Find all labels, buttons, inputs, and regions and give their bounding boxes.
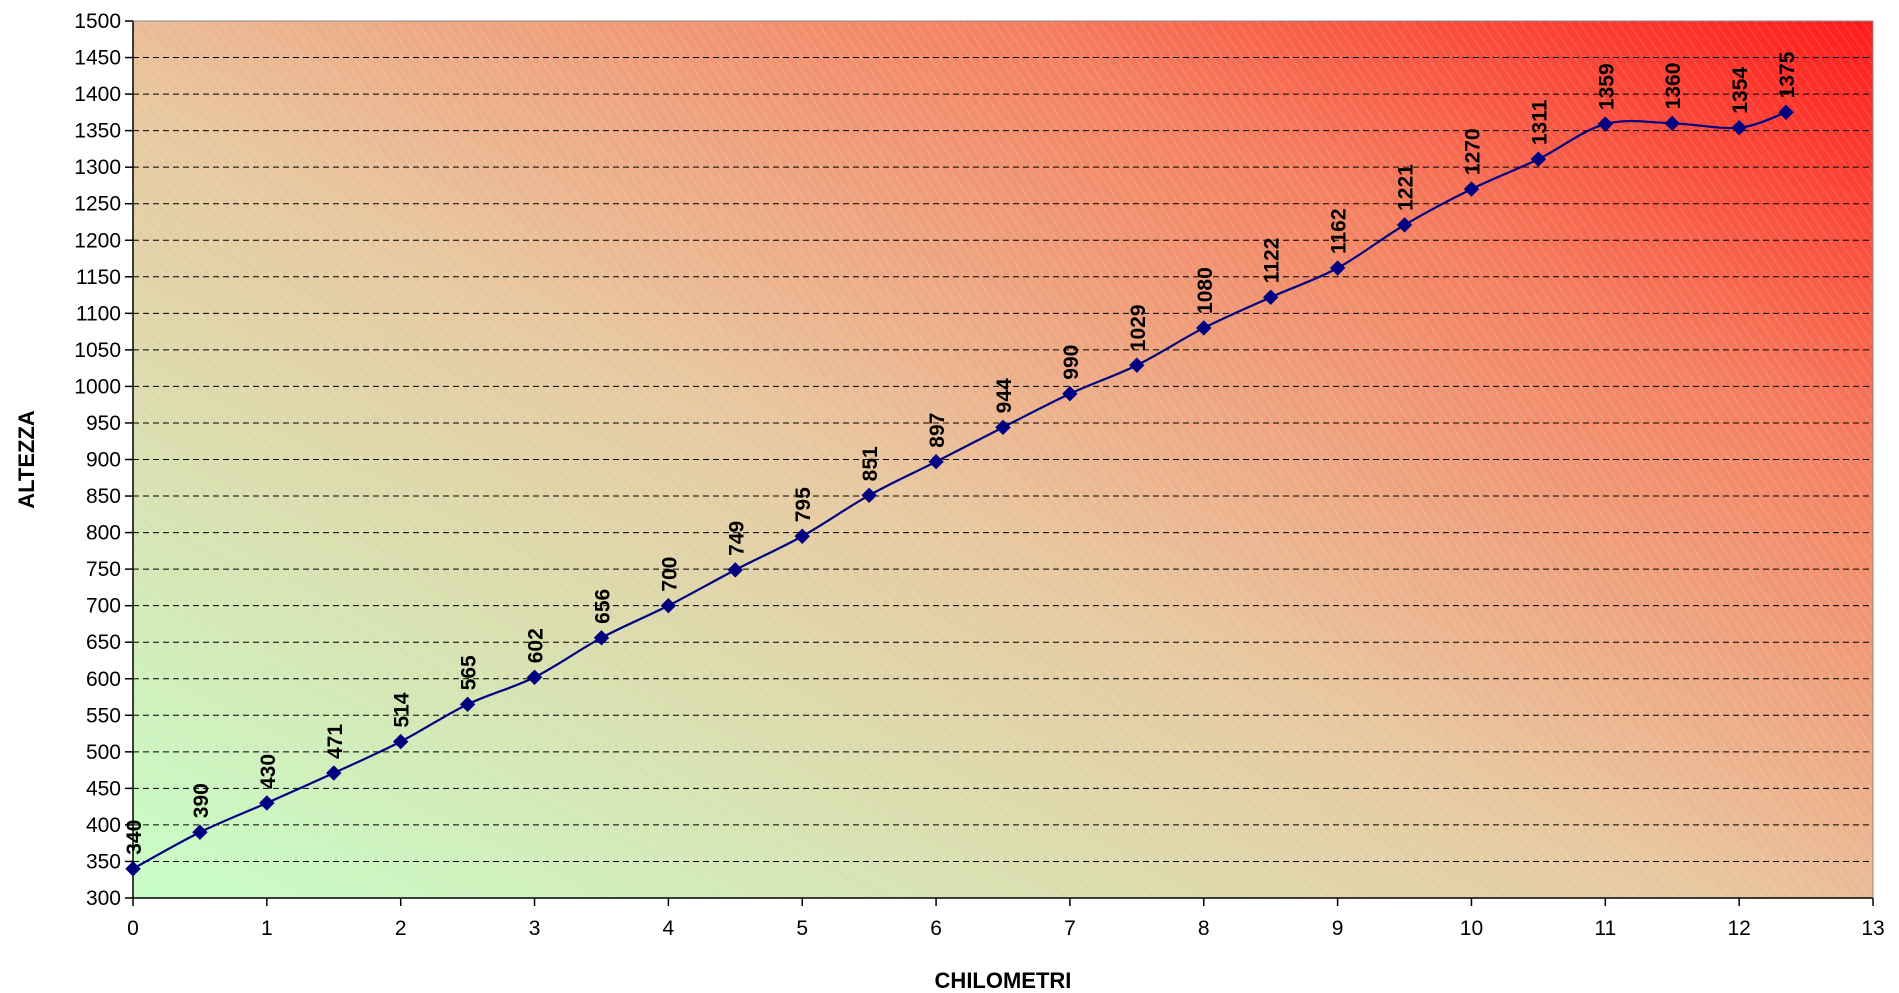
y-tick-label: 350 bbox=[86, 850, 121, 873]
data-point bbox=[326, 765, 342, 781]
data-label: 471 bbox=[324, 724, 347, 759]
x-tick-label: 12 bbox=[1727, 917, 1750, 940]
y-tick-label: 600 bbox=[86, 668, 121, 691]
x-tick-label: 0 bbox=[127, 917, 139, 940]
data-point bbox=[192, 824, 208, 840]
data-label: 749 bbox=[725, 521, 748, 556]
data-label: 1270 bbox=[1461, 128, 1484, 175]
data-label: 602 bbox=[525, 628, 548, 663]
x-axis-title: CHILOMETRI bbox=[935, 968, 1072, 993]
data-label: 514 bbox=[391, 692, 414, 727]
data-label: 700 bbox=[658, 557, 681, 592]
data-label: 1029 bbox=[1127, 305, 1150, 352]
x-tick-label: 6 bbox=[930, 917, 942, 940]
y-tick-label: 800 bbox=[86, 522, 121, 545]
x-tick-label: 5 bbox=[796, 917, 808, 940]
x-tick-label: 1 bbox=[261, 917, 273, 940]
data-label: 1162 bbox=[1328, 208, 1351, 254]
data-label: 1311 bbox=[1528, 99, 1551, 145]
data-label: 795 bbox=[792, 487, 815, 522]
y-axis-ticks: 300 350 400 450 500 550 600 650 700 750 800 850 900 9… bbox=[74, 10, 133, 910]
y-tick-label: 450 bbox=[86, 777, 121, 800]
data-point bbox=[1329, 260, 1346, 276]
data-point bbox=[995, 419, 1011, 436]
data-point bbox=[660, 597, 677, 614]
y-tick-label: 1300 bbox=[74, 156, 121, 179]
data-label: 1080 bbox=[1194, 267, 1217, 314]
x-tick-label: 10 bbox=[1460, 917, 1483, 940]
y-tick-label: 550 bbox=[86, 704, 121, 727]
data-point bbox=[1129, 357, 1145, 373]
data-point bbox=[1196, 320, 1212, 336]
data-label: 430 bbox=[257, 754, 280, 789]
data-label: 1375 bbox=[1776, 51, 1799, 98]
data-label: 1221 bbox=[1395, 164, 1418, 211]
data-point bbox=[392, 733, 409, 750]
data-label: 851 bbox=[859, 446, 882, 481]
x-tick-label: 13 bbox=[1861, 917, 1884, 940]
y-tick-label: 1200 bbox=[74, 229, 121, 252]
y-axis-title: ALTEZZA bbox=[14, 410, 39, 509]
data-label: 656 bbox=[591, 589, 614, 624]
data-label: 390 bbox=[190, 783, 213, 818]
data-point bbox=[861, 487, 877, 504]
y-tick-label: 1050 bbox=[74, 339, 121, 362]
y-tick-label: 1150 bbox=[76, 266, 121, 289]
x-tick-label: 7 bbox=[1064, 917, 1076, 940]
data-label: 340 bbox=[123, 820, 146, 855]
x-tick-label: 9 bbox=[1332, 917, 1344, 940]
data-label: 1360 bbox=[1662, 63, 1685, 110]
gridlines bbox=[133, 20, 1873, 862]
data-label: 897 bbox=[926, 413, 949, 448]
data-point bbox=[1062, 386, 1078, 402]
data-point bbox=[727, 562, 744, 578]
y-tick-label: 1100 bbox=[76, 302, 121, 325]
data-point bbox=[1597, 116, 1614, 132]
data-point bbox=[259, 795, 275, 811]
data-point bbox=[1463, 181, 1480, 197]
y-tick-label: 950 bbox=[86, 412, 121, 435]
data-point bbox=[1731, 119, 1747, 136]
data-point bbox=[928, 453, 944, 470]
y-tick-label: 750 bbox=[86, 558, 121, 581]
y-tick-label: 650 bbox=[86, 631, 121, 654]
data-label: 944 bbox=[993, 378, 1016, 413]
data-point bbox=[526, 669, 543, 685]
data-point bbox=[1778, 104, 1794, 121]
data-label: 1354 bbox=[1729, 67, 1752, 114]
data-point bbox=[1262, 289, 1279, 305]
data-label: 1122 bbox=[1261, 238, 1284, 284]
y-tick-label: 500 bbox=[86, 741, 121, 764]
y-tick-label: 300 bbox=[86, 887, 121, 910]
data-label: 1359 bbox=[1595, 63, 1618, 110]
data-point bbox=[1530, 151, 1547, 167]
data-point bbox=[125, 861, 141, 877]
y-tick-label: 1000 bbox=[74, 375, 121, 398]
x-tick-label: 3 bbox=[529, 917, 541, 940]
x-tick-label: 4 bbox=[663, 917, 675, 940]
y-tick-label: 400 bbox=[86, 814, 121, 837]
data-label: 990 bbox=[1060, 345, 1083, 380]
data-point bbox=[794, 528, 810, 544]
x-tick-label: 8 bbox=[1198, 917, 1210, 940]
series-altitude bbox=[125, 104, 1794, 877]
data-point bbox=[1396, 217, 1413, 233]
x-axis-ticks: 0 1 2 3 4 5 6 7 8 9 10 11 12 13 bbox=[127, 898, 1885, 940]
data-point bbox=[1664, 115, 1680, 132]
y-tick-label: 1500 bbox=[74, 10, 121, 33]
y-tick-label: 700 bbox=[86, 595, 121, 618]
y-tick-label: 1250 bbox=[74, 193, 121, 216]
y-tick-label: 1450 bbox=[74, 47, 121, 70]
y-tick-label: 1350 bbox=[74, 120, 121, 143]
y-tick-label: 1400 bbox=[74, 83, 121, 106]
data-point bbox=[593, 630, 610, 646]
y-tick-label: 850 bbox=[86, 485, 121, 508]
x-tick-label: 2 bbox=[395, 917, 407, 940]
data-label: 565 bbox=[458, 655, 481, 690]
data-labels: 340 390 430 471 514 565 602 656 700 749 795 851 897 9… bbox=[123, 51, 1799, 854]
y-tick-label: 900 bbox=[86, 449, 121, 472]
x-tick-label: 11 bbox=[1594, 917, 1616, 940]
data-point bbox=[459, 696, 476, 713]
